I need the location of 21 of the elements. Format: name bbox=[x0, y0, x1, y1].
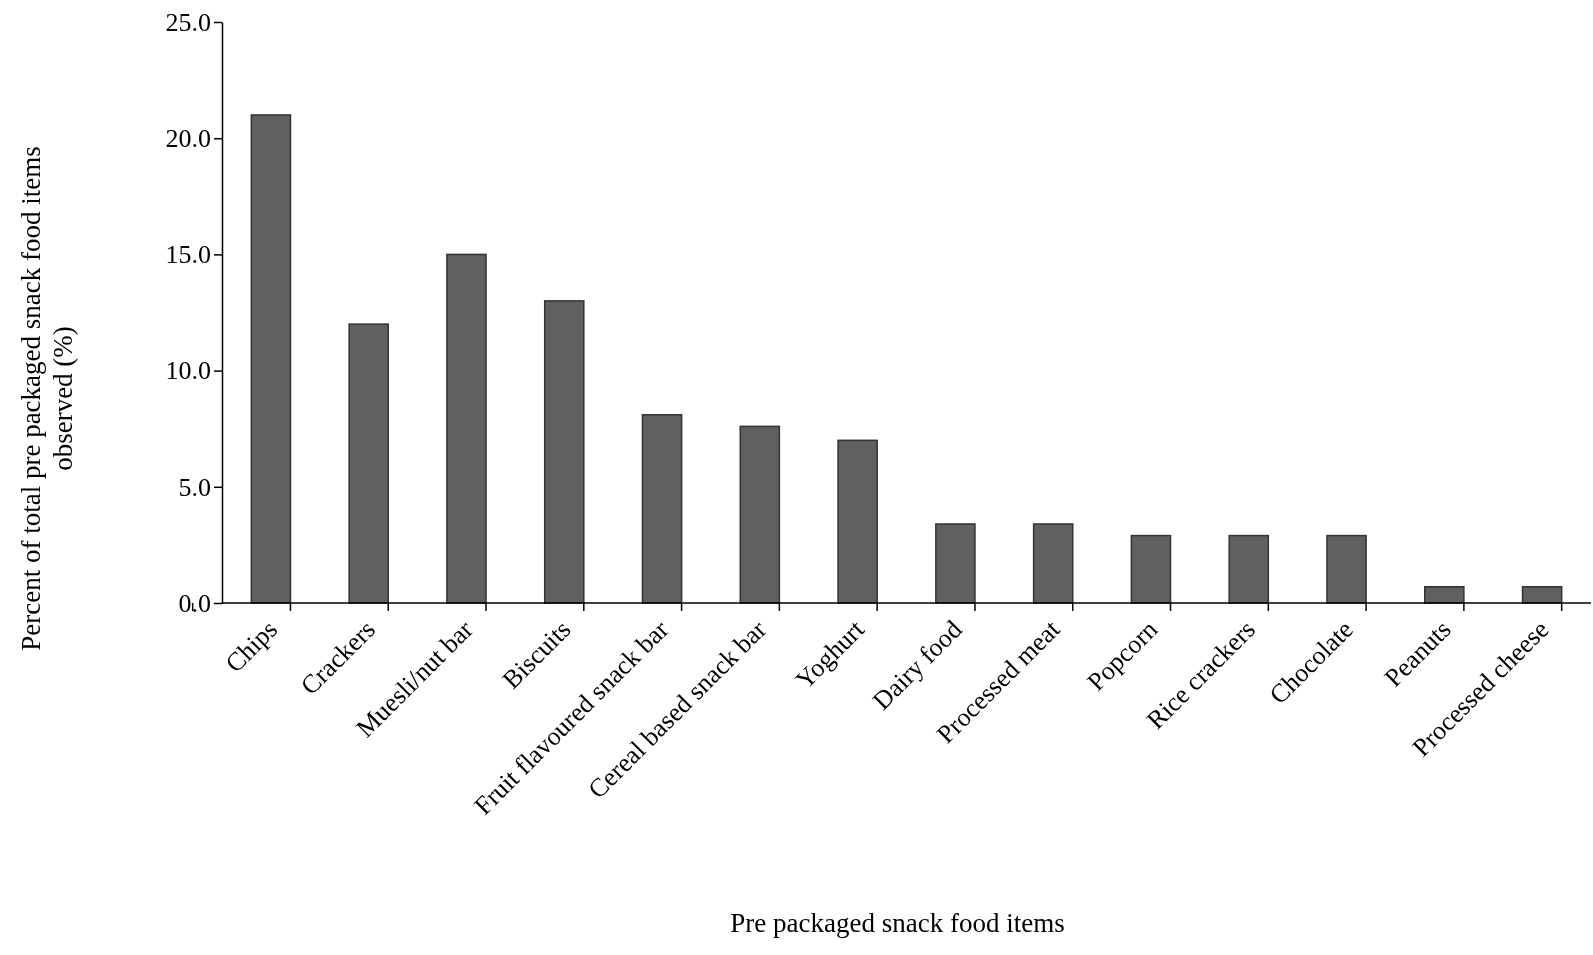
bar bbox=[1130, 534, 1172, 604]
bar bbox=[1032, 523, 1074, 604]
y-axis-title: Percent of total pre packaged snack food items observed (%) bbox=[16, 146, 79, 651]
bar bbox=[1424, 585, 1465, 604]
bar bbox=[837, 439, 878, 604]
bar bbox=[543, 300, 585, 604]
bar bbox=[250, 114, 292, 604]
bar bbox=[1326, 534, 1367, 604]
bar bbox=[641, 414, 683, 604]
y-tick-label: 0.0 bbox=[178, 588, 211, 618]
y-tick-label: 20.0 bbox=[165, 124, 211, 154]
bar bbox=[739, 425, 781, 604]
bar bbox=[348, 323, 389, 604]
y-tick-label: 15.0 bbox=[165, 240, 211, 270]
bar bbox=[1228, 534, 1270, 604]
bar bbox=[935, 523, 976, 604]
y-tick-label: 5.0 bbox=[178, 472, 211, 502]
bar bbox=[446, 253, 487, 604]
x-axis-title: Pre packaged snack food items bbox=[730, 908, 1065, 938]
y-tick-label: 10.0 bbox=[165, 356, 211, 386]
y-tick-label: 25.0 bbox=[165, 7, 211, 37]
